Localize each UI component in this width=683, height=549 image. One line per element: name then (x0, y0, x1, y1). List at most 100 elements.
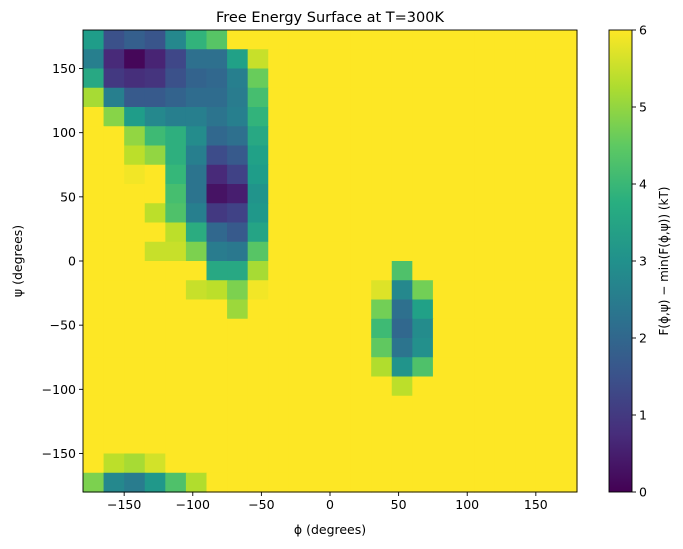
heatmap-cell (330, 453, 352, 474)
heatmap-cell (432, 434, 455, 455)
heatmap-cell (494, 338, 516, 358)
heatmap-cell (391, 453, 413, 474)
heatmap-cell (227, 395, 249, 416)
heatmap-cell (268, 126, 290, 147)
heatmap-cell (350, 49, 372, 70)
heatmap-cell (556, 280, 578, 301)
heatmap-cell (124, 338, 146, 358)
heatmap-cell (83, 30, 105, 50)
heatmap-cell (453, 87, 475, 108)
heatmap-cell (412, 222, 434, 243)
heatmap-cell (474, 49, 496, 70)
heatmap-cell (535, 338, 558, 358)
heatmap-cell (309, 49, 331, 70)
heatmap-cell (247, 145, 269, 166)
heatmap-cell (535, 145, 558, 166)
heatmap-cell (494, 30, 516, 50)
heatmap-cell (330, 126, 352, 147)
heatmap-cell (227, 415, 249, 435)
heatmap-cell (330, 472, 352, 493)
heatmap-cell (247, 107, 269, 127)
heatmap-cell (247, 395, 269, 416)
heatmap-cell (309, 164, 331, 185)
heatmap-cell (206, 318, 228, 339)
heatmap-cell (206, 87, 228, 108)
heatmap-cell (412, 299, 434, 320)
heatmap-cell (474, 107, 496, 127)
heatmap-cell (165, 30, 187, 50)
heatmap-cell (144, 415, 166, 435)
heatmap-cell (474, 357, 496, 378)
heatmap-cell (412, 164, 434, 185)
heatmap-cell (453, 164, 475, 185)
x-tick-label: 50 (391, 497, 407, 512)
heatmap-cell (144, 299, 166, 320)
heatmap-cell (432, 49, 455, 70)
heatmap-cell (474, 164, 496, 185)
heatmap-cell (330, 376, 352, 397)
y-axis-ticks: 150 100 50 0 −50 −100 −150 (42, 61, 83, 461)
heatmap-cell (247, 222, 269, 243)
heatmap-cell (309, 261, 331, 281)
heatmap-cell (268, 68, 290, 89)
heatmap-cell (371, 338, 393, 358)
heatmap-cell (103, 338, 125, 358)
heatmap-cell (412, 434, 434, 455)
heatmap-cell (309, 222, 331, 243)
heatmap-cell (206, 395, 228, 416)
heatmap-cell (309, 434, 331, 455)
y-tick-label: −50 (50, 318, 76, 333)
heatmap-cell (350, 68, 372, 89)
heatmap-cell (124, 126, 146, 147)
heatmap-cell (247, 126, 269, 147)
heatmap-cell (165, 164, 187, 185)
heatmap-cell (83, 68, 105, 89)
heatmap-cell (494, 203, 516, 224)
heatmap-cell (371, 472, 393, 493)
heatmap-cell (268, 299, 290, 320)
x-tick-label: −50 (248, 497, 274, 512)
heatmap-cell (556, 184, 578, 204)
heatmap-cell (309, 395, 331, 416)
heatmap-cell (474, 145, 496, 166)
heatmap-cell (391, 164, 413, 185)
heatmap-cell (247, 261, 269, 281)
heatmap-cell (247, 472, 269, 493)
heatmap-cell (247, 241, 269, 262)
heatmap-cell (206, 203, 228, 224)
heatmap-cell (494, 107, 516, 127)
colorbar-tick-label: 2 (639, 331, 647, 346)
heatmap-cell (288, 203, 311, 224)
heatmap-cell (206, 261, 228, 281)
heatmap-cell (144, 318, 166, 339)
heatmap-cell (453, 357, 475, 378)
heatmap-cell (144, 280, 166, 301)
heatmap-cell (494, 68, 516, 89)
heatmap-cell (515, 299, 537, 320)
heatmap-cell (227, 203, 249, 224)
heatmap-cell (391, 318, 413, 339)
colorbar-tick-label: 5 (639, 100, 647, 115)
heatmap-cell (103, 30, 125, 50)
heatmap-cell (350, 395, 372, 416)
heatmap-cell (432, 87, 455, 108)
heatmap-cell (391, 107, 413, 127)
heatmap-cell (535, 434, 558, 455)
heatmap-cell (227, 68, 249, 89)
heatmap-cell (144, 376, 166, 397)
heatmap-cell (371, 434, 393, 455)
heatmap-cell (103, 299, 125, 320)
heatmap-cell (288, 68, 311, 89)
heatmap-cell (309, 87, 331, 108)
heatmap-cell (391, 395, 413, 416)
heatmap-cell (412, 126, 434, 147)
heatmap-cell (288, 376, 311, 397)
heatmap-cell (494, 222, 516, 243)
heatmap-cell (124, 49, 146, 70)
heatmap-cell (391, 376, 413, 397)
heatmap-cell (474, 126, 496, 147)
heatmap-cell (474, 222, 496, 243)
heatmap-cell (453, 30, 475, 50)
heatmap-cell (535, 357, 558, 378)
heatmap-cell (453, 203, 475, 224)
